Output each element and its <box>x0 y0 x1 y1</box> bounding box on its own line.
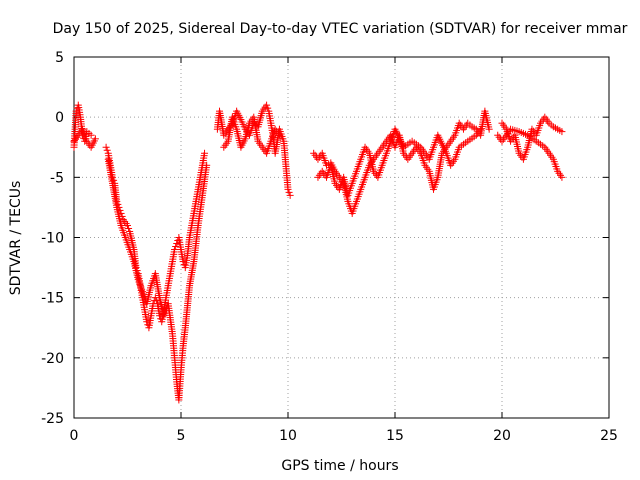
x-tick-label: 10 <box>279 428 297 444</box>
data-points <box>70 101 566 404</box>
y-tick-label: -5 <box>50 170 64 186</box>
y-tick-label: -15 <box>41 291 64 307</box>
data-point <box>558 128 566 136</box>
data-point <box>102 143 110 151</box>
data-point <box>91 135 99 143</box>
data-point <box>275 131 283 139</box>
x-axis-ticks: 0 5 10 15 20 25 <box>70 57 618 444</box>
data-point <box>173 240 181 248</box>
x-tick-label: 15 <box>386 428 404 444</box>
data-point <box>152 297 160 305</box>
data-point <box>485 125 493 133</box>
data-point <box>125 224 133 232</box>
x-tick-label: 20 <box>493 428 511 444</box>
data-point <box>87 131 95 139</box>
data-series <box>70 113 566 404</box>
chart-title: Day 150 of 2025, Sidereal Day-to-day VTE… <box>53 21 628 37</box>
data-point <box>103 146 111 154</box>
data-point <box>263 101 271 109</box>
data-point <box>477 125 485 133</box>
data-point <box>179 258 187 266</box>
x-tick-label: 25 <box>600 428 618 444</box>
y-tick-label: 0 <box>55 110 64 126</box>
x-tick-label: 0 <box>70 428 79 444</box>
y-tick-label: -10 <box>41 231 64 247</box>
data-point <box>264 104 272 112</box>
data-point <box>171 246 179 254</box>
data-point <box>203 161 211 169</box>
data-point <box>201 149 209 157</box>
y-axis-ticks: -25 -20 -15 -10 -5 0 5 <box>41 50 609 427</box>
data-point <box>284 185 292 193</box>
x-tick-label: 5 <box>177 428 186 444</box>
data-point <box>558 173 566 181</box>
data-point <box>285 188 293 196</box>
y-axis-label: SDTVAR / TECUs <box>8 181 24 296</box>
data-point <box>286 191 294 199</box>
data-point <box>172 243 180 251</box>
y-tick-label: -20 <box>41 351 64 367</box>
y-tick-label: -25 <box>41 411 64 427</box>
x-axis-label: GPS time / hours <box>281 458 398 474</box>
data-point <box>143 318 151 326</box>
y-tick-label: 5 <box>55 50 64 66</box>
data-point <box>72 107 80 115</box>
data-point <box>124 221 131 229</box>
